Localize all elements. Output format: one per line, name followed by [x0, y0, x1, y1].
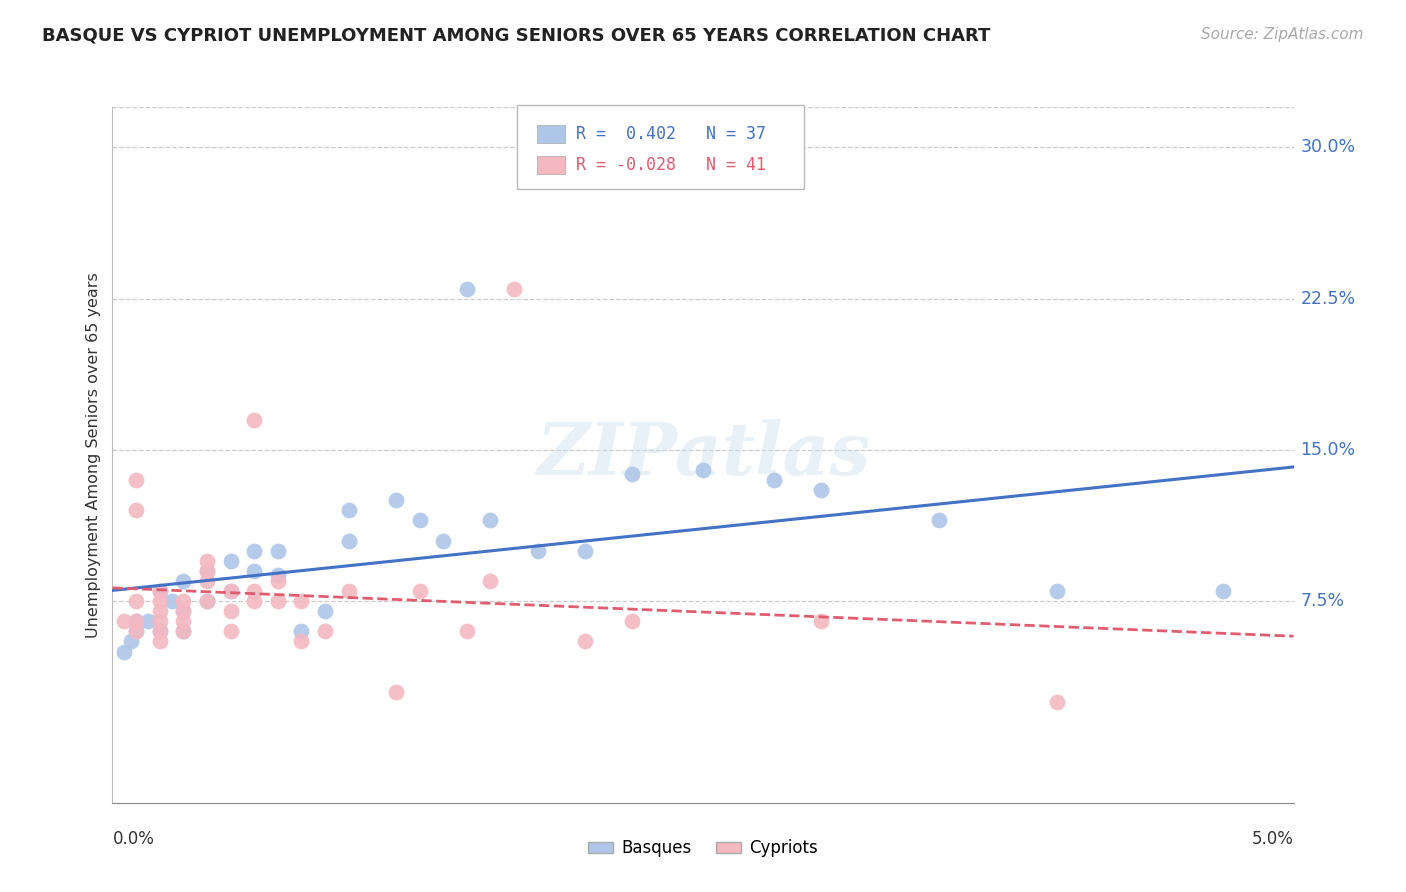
Point: [243, 584, 266, 599]
Point: [337, 533, 360, 548]
Point: [219, 604, 242, 618]
Point: [267, 574, 290, 588]
Point: [337, 584, 360, 599]
Point: [928, 513, 950, 527]
Point: [243, 594, 266, 608]
Point: [1212, 584, 1234, 599]
Point: [267, 568, 290, 582]
Text: R = -0.028   N = 41: R = -0.028 N = 41: [576, 156, 766, 174]
Legend: Basques, Cypriots: Basques, Cypriots: [581, 833, 825, 864]
Point: [125, 624, 148, 639]
Point: [120, 634, 142, 648]
Point: [112, 615, 135, 629]
Text: 15.0%: 15.0%: [1301, 441, 1355, 458]
Point: [160, 594, 183, 608]
Point: [314, 624, 336, 639]
Point: [479, 574, 502, 588]
Point: [149, 615, 172, 629]
Text: ZIPatlas: ZIPatlas: [536, 419, 870, 491]
Text: 5.0%: 5.0%: [1251, 830, 1294, 847]
Point: [267, 594, 290, 608]
Point: [503, 281, 526, 295]
Point: [621, 467, 644, 481]
Point: [290, 624, 312, 639]
Point: [195, 564, 218, 578]
Point: [125, 473, 148, 487]
Point: [290, 634, 312, 648]
Text: BASQUE VS CYPRIOT UNEMPLOYMENT AMONG SENIORS OVER 65 YEARS CORRELATION CHART: BASQUE VS CYPRIOT UNEMPLOYMENT AMONG SEN…: [42, 27, 991, 45]
Text: 22.5%: 22.5%: [1301, 290, 1355, 308]
Point: [337, 503, 360, 517]
Point: [149, 624, 172, 639]
Point: [125, 503, 148, 517]
Point: [526, 543, 548, 558]
Point: [243, 543, 266, 558]
Point: [149, 604, 172, 618]
Point: [219, 584, 242, 599]
Point: [195, 574, 218, 588]
Point: [149, 634, 172, 648]
Point: [314, 604, 336, 618]
Point: [267, 543, 290, 558]
Point: [172, 594, 194, 608]
Point: [172, 624, 194, 639]
Point: [125, 594, 148, 608]
Point: [195, 564, 218, 578]
Point: [195, 594, 218, 608]
Text: 0.0%: 0.0%: [112, 830, 155, 847]
Point: [456, 281, 478, 295]
Point: [290, 594, 312, 608]
Point: [219, 624, 242, 639]
Point: [243, 412, 266, 426]
Point: [385, 685, 408, 699]
Point: [172, 615, 194, 629]
Text: Source: ZipAtlas.com: Source: ZipAtlas.com: [1201, 27, 1364, 42]
Point: [219, 584, 242, 599]
Point: [149, 584, 172, 599]
Point: [621, 615, 644, 629]
Point: [125, 615, 148, 629]
Text: 7.5%: 7.5%: [1301, 592, 1344, 610]
Point: [456, 624, 478, 639]
Point: [574, 543, 596, 558]
Y-axis label: Unemployment Among Seniors over 65 years: Unemployment Among Seniors over 65 years: [86, 272, 101, 638]
Point: [385, 493, 408, 508]
Point: [195, 594, 218, 608]
Point: [479, 513, 502, 527]
Point: [692, 463, 714, 477]
Point: [112, 644, 135, 658]
Point: [408, 513, 430, 527]
Point: [810, 483, 832, 498]
Point: [574, 634, 596, 648]
Point: [172, 624, 194, 639]
Point: [432, 533, 454, 548]
Point: [810, 615, 832, 629]
Point: [195, 554, 218, 568]
Point: [408, 584, 430, 599]
Point: [149, 594, 172, 608]
Point: [172, 574, 194, 588]
Point: [172, 604, 194, 618]
Point: [149, 624, 172, 639]
Text: R =  0.402   N = 37: R = 0.402 N = 37: [576, 125, 766, 143]
Point: [1046, 695, 1069, 709]
Text: 30.0%: 30.0%: [1301, 138, 1355, 156]
Point: [219, 554, 242, 568]
Point: [1046, 584, 1069, 599]
Point: [149, 584, 172, 599]
Point: [762, 473, 785, 487]
Point: [136, 615, 159, 629]
Point: [125, 624, 148, 639]
Point: [172, 604, 194, 618]
Point: [243, 564, 266, 578]
Point: [125, 615, 148, 629]
